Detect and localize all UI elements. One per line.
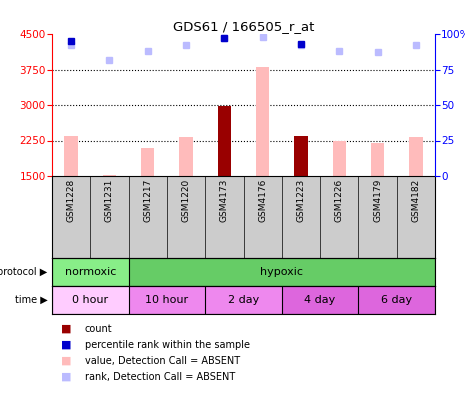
Bar (332, 141, 346, 176)
Text: GSM1228: GSM1228 (66, 179, 76, 222)
Text: count: count (85, 324, 112, 334)
Bar (129, 258, 435, 286)
Bar (65, 136, 78, 176)
Bar (256, 67, 269, 176)
Text: normoxic: normoxic (65, 267, 116, 277)
Text: GSM4179: GSM4179 (373, 179, 382, 222)
Text: 2 day: 2 day (228, 295, 259, 305)
Bar (409, 137, 423, 176)
Text: rank, Detection Call = ABSENT: rank, Detection Call = ABSENT (85, 372, 235, 382)
Text: GSM1223: GSM1223 (297, 179, 306, 222)
Text: GSM1220: GSM1220 (181, 179, 191, 222)
Text: GSM1217: GSM1217 (143, 179, 152, 222)
Text: ■: ■ (61, 340, 72, 350)
Bar (359, 286, 435, 314)
Bar (205, 286, 282, 314)
Text: ■: ■ (61, 372, 72, 382)
Bar (129, 286, 205, 314)
Text: 4 day: 4 day (305, 295, 336, 305)
Bar (103, 175, 116, 176)
Text: 6 day: 6 day (381, 295, 412, 305)
Text: value, Detection Call = ABSENT: value, Detection Call = ABSENT (85, 356, 239, 366)
Text: percentile rank within the sample: percentile rank within the sample (85, 340, 250, 350)
Bar (52, 258, 129, 286)
Bar (52, 286, 129, 314)
Text: 0 hour: 0 hour (72, 295, 108, 305)
Text: protocol ▶: protocol ▶ (0, 267, 47, 277)
Bar (282, 286, 359, 314)
Bar (179, 137, 193, 176)
Bar (218, 106, 231, 176)
Text: time ▶: time ▶ (14, 295, 47, 305)
Text: ■: ■ (61, 356, 72, 366)
Bar (141, 148, 154, 176)
Text: GSM4182: GSM4182 (412, 179, 420, 222)
Bar (294, 136, 308, 176)
Text: hypoxic: hypoxic (260, 267, 303, 277)
Bar (371, 143, 384, 176)
Text: ■: ■ (61, 324, 72, 334)
Text: GSM4176: GSM4176 (258, 179, 267, 222)
Text: GSM1231: GSM1231 (105, 179, 114, 222)
Text: GSM1226: GSM1226 (335, 179, 344, 222)
Title: GDS61 / 166505_r_at: GDS61 / 166505_r_at (173, 20, 314, 33)
Text: GSM4173: GSM4173 (220, 179, 229, 222)
Text: 10 hour: 10 hour (146, 295, 188, 305)
